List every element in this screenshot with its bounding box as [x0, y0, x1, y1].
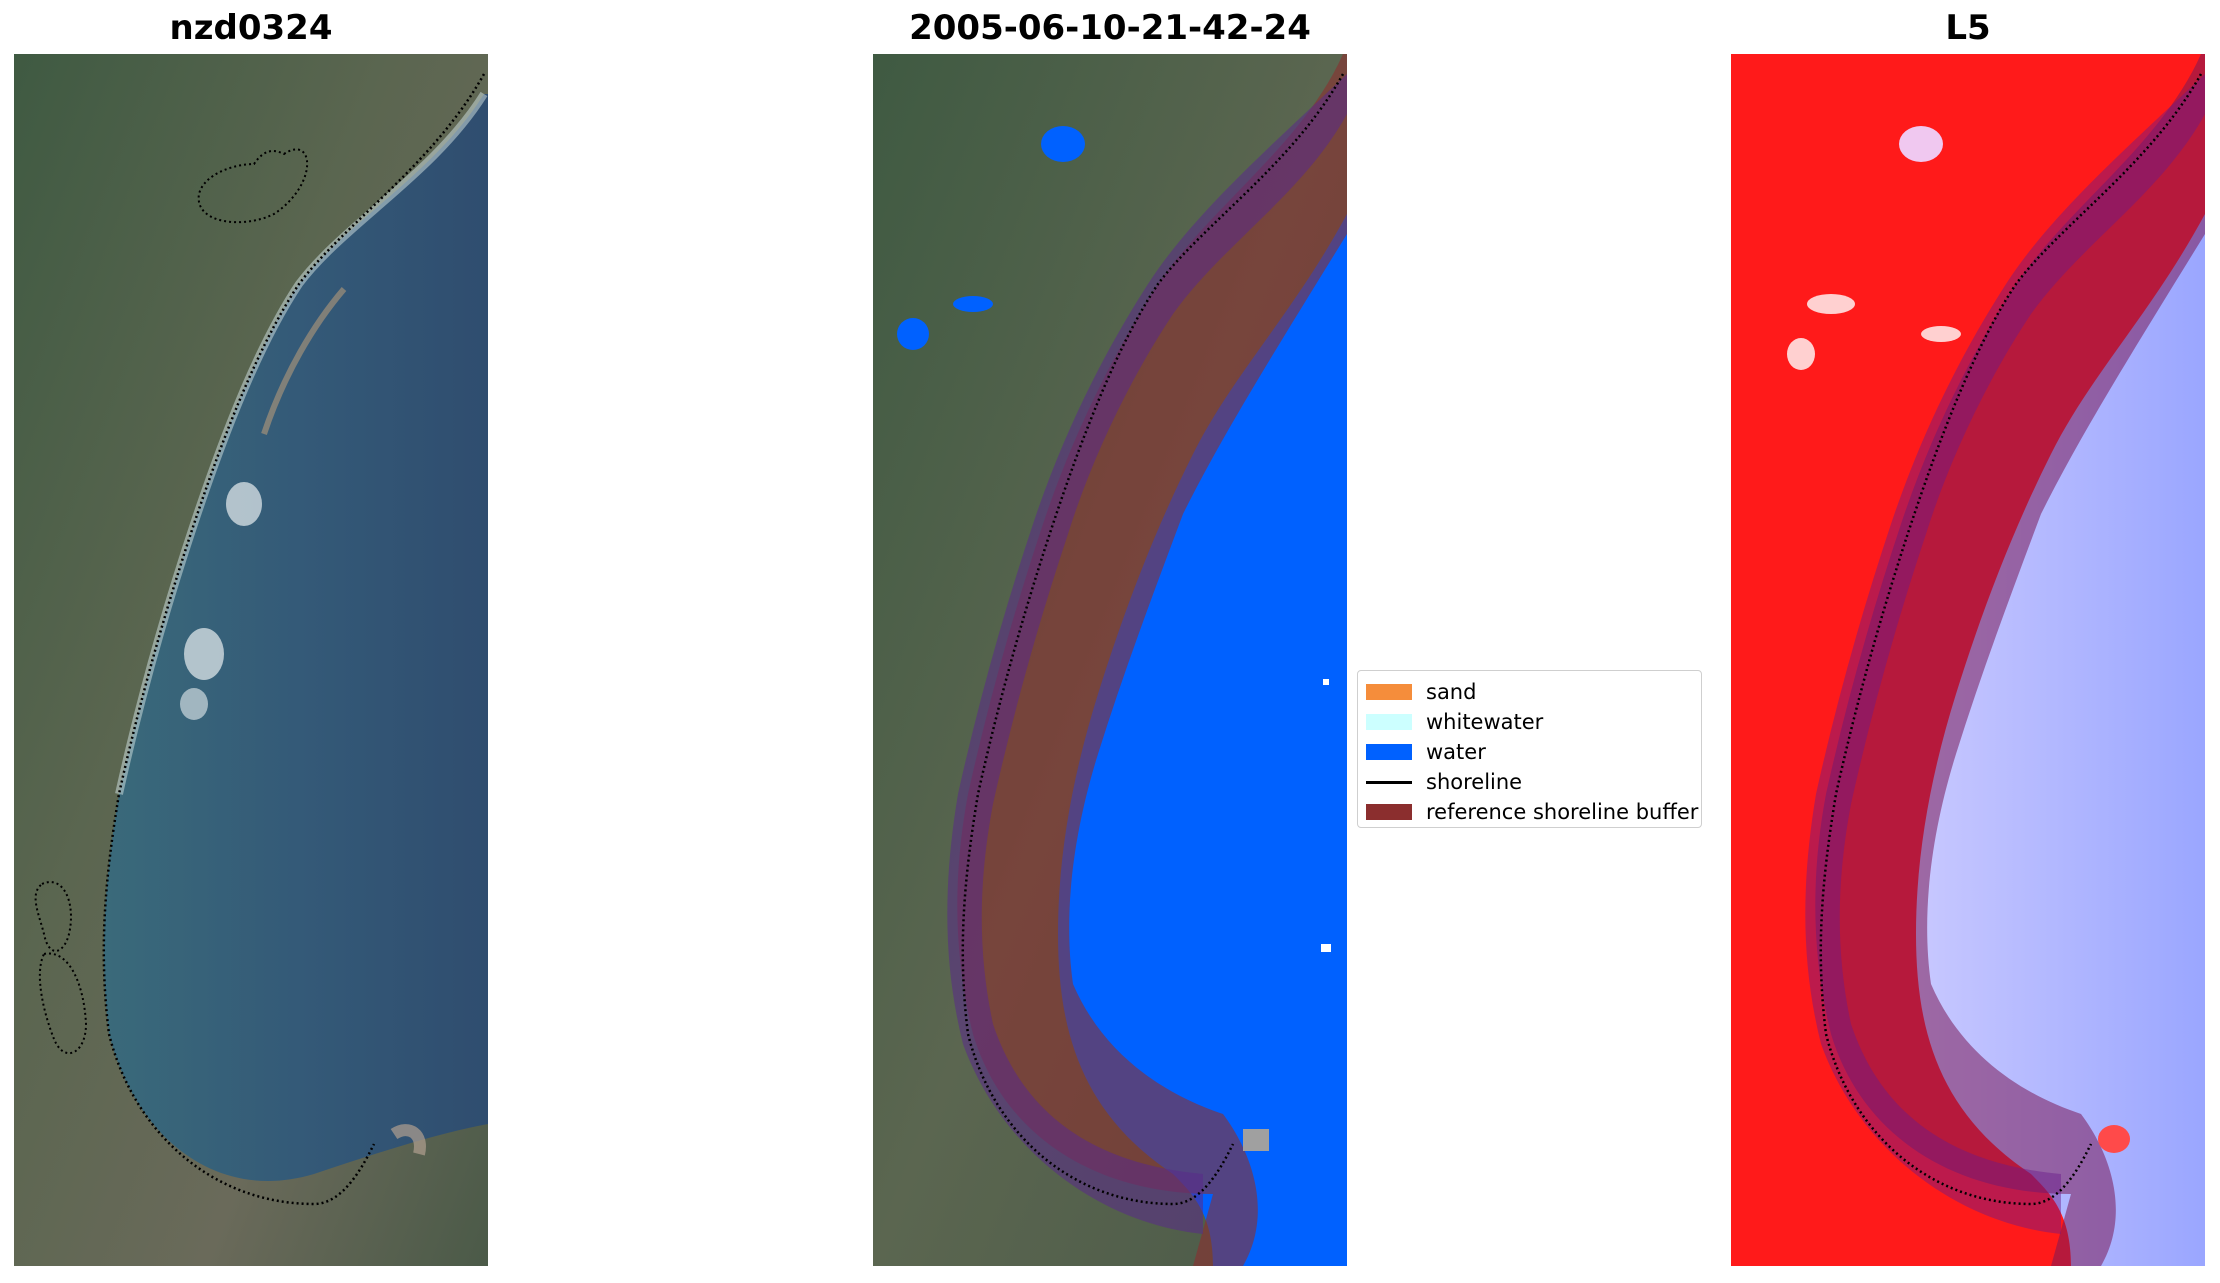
legend-label: shoreline [1426, 770, 1523, 794]
panel-title-sensor: L5 [1945, 8, 1991, 48]
legend-label: water [1426, 740, 1486, 764]
shoreline-line [102, 73, 486, 1206]
legend-item-whitewater: whitewater [1358, 707, 1701, 737]
index-image [1731, 54, 2205, 1266]
whitewater-swatch [1366, 714, 1412, 730]
water-swatch [1366, 744, 1412, 760]
legend-item-water: water [1358, 737, 1701, 767]
shoreline-swatch [1366, 780, 1412, 784]
buffer-swatch [1366, 804, 1412, 820]
legend-label: whitewater [1426, 710, 1544, 734]
panel-title-date: 2005-06-10-21-42-24 [909, 8, 1311, 48]
water-class-region [1058, 214, 1347, 1266]
sand-swatch [1366, 684, 1412, 700]
rgb-satellite-image [14, 54, 488, 1266]
panel-title-rgb: nzd0324 [169, 8, 333, 48]
legend-label: reference shoreline buffer [1426, 800, 1699, 824]
legend-item-sand: sand [1358, 677, 1701, 707]
legend-label: sand [1426, 680, 1477, 704]
reference-shoreline-buffer [957, 54, 1347, 1266]
legend-item-shoreline: shoreline [1358, 767, 1701, 797]
legend: sand whitewater water shoreline referenc… [1357, 670, 1702, 828]
legend-item-buffer: reference shoreline buffer [1358, 797, 1701, 827]
classification-image [873, 54, 1347, 1266]
